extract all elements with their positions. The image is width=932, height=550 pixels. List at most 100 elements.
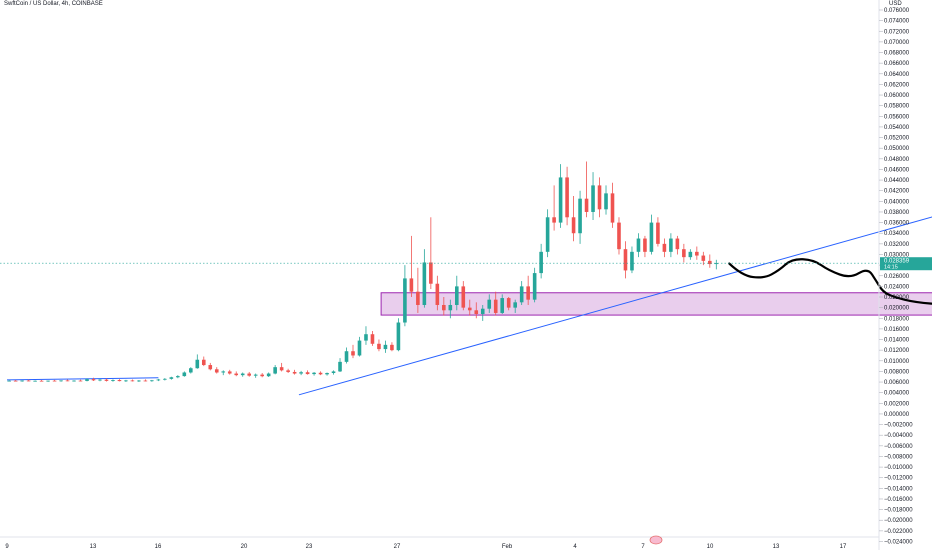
candle-body	[85, 379, 89, 381]
candle-body	[480, 308, 485, 315]
time-axis[interactable]: 9 13 16 20 23 27 Feb 4 7 10 13 17	[5, 544, 847, 550]
candle	[344, 347, 349, 364]
logo-badge-icon	[649, 535, 663, 545]
candle	[234, 371, 239, 377]
candle-body	[545, 217, 550, 252]
candle-body	[130, 380, 135, 382]
candle-body	[351, 351, 355, 356]
candle-body	[455, 286, 459, 305]
candle	[169, 376, 174, 380]
y-tick-label: −0.008000	[884, 454, 913, 460]
candle	[338, 358, 342, 372]
candle	[617, 217, 621, 255]
candle-body	[539, 251, 543, 274]
candle-body	[383, 344, 388, 350]
y-tick-label: 0.042000	[884, 189, 910, 195]
candle	[377, 339, 381, 352]
price-tag-value: 0.028359	[884, 259, 910, 265]
candle-body	[111, 380, 115, 381]
flat-trendline[interactable]	[6, 377, 159, 381]
candle	[150, 379, 154, 382]
candle	[526, 275, 530, 305]
candle-body	[532, 273, 537, 300]
candle-body	[59, 380, 63, 382]
candle-body	[318, 372, 323, 375]
candle-body	[487, 299, 492, 309]
candle	[208, 362, 213, 371]
candle-body	[143, 380, 148, 382]
candle-body	[623, 249, 628, 271]
candle	[221, 370, 226, 376]
candle-body	[701, 255, 706, 261]
candle	[669, 233, 673, 258]
y-tick-label: −0.020000	[884, 518, 913, 524]
candle-body	[234, 373, 239, 376]
candle	[442, 297, 446, 316]
chart-header-title: SwftCoin / US Dollar, 4h, COINBASE	[4, 1, 103, 7]
candle	[714, 259, 719, 270]
y-tick-label: 0.002000	[884, 401, 910, 407]
y-tick-label: 0.004000	[884, 391, 910, 397]
candle-body	[429, 262, 433, 284]
support-zone-rect[interactable]	[380, 292, 932, 316]
y-tick-label: −0.022000	[884, 529, 913, 535]
candle	[610, 182, 615, 228]
candle	[649, 214, 654, 255]
candle	[455, 275, 459, 311]
ascending-trendline[interactable]	[298, 186, 932, 396]
x-tick-label: 20	[241, 544, 248, 550]
candle	[532, 267, 537, 303]
candle-body	[506, 298, 511, 308]
candle	[695, 246, 699, 260]
price-tag-countdown: 14:15	[884, 265, 898, 271]
candle-body	[195, 359, 200, 369]
candle-body	[266, 373, 271, 377]
candle-body	[253, 374, 258, 376]
trendline-layer	[6, 186, 932, 396]
candle-body	[448, 304, 453, 311]
candle	[662, 238, 667, 258]
candle-body	[273, 367, 277, 374]
candle	[227, 369, 232, 375]
x-tick-label: 7	[641, 544, 645, 550]
price-axis[interactable]: 0.076000 0.074000 0.072000 0.070000 0.068000…	[879, 8, 913, 546]
candle-body	[656, 222, 660, 244]
candle-body	[643, 238, 647, 252]
candle-body	[52, 380, 57, 382]
projection-drawing[interactable]	[728, 84, 932, 305]
candle	[253, 373, 258, 378]
candle-body	[519, 286, 524, 303]
y-tick-label: −0.006000	[884, 444, 913, 450]
candle-body	[117, 380, 122, 382]
candle-body	[584, 198, 589, 212]
candle	[701, 251, 706, 266]
candle	[214, 367, 219, 374]
candle	[266, 372, 271, 378]
candle	[33, 380, 37, 382]
candle	[708, 254, 712, 268]
candles-layer	[7, 161, 719, 383]
candle-body	[279, 367, 284, 371]
candle	[286, 368, 290, 374]
candle	[519, 281, 524, 305]
y-tick-label: 0.024000	[884, 284, 910, 290]
candle-body	[124, 380, 128, 382]
candle	[351, 344, 355, 359]
candle	[604, 185, 608, 215]
candle-body	[227, 371, 232, 374]
x-tick-label: 13	[773, 544, 780, 550]
candle-body	[442, 304, 446, 311]
y-tick-label: 0.076000	[884, 8, 910, 14]
candle-body	[662, 243, 667, 252]
candle	[480, 304, 485, 321]
candle-body	[571, 217, 576, 234]
candle	[182, 371, 187, 377]
candle-body	[39, 380, 44, 382]
y-tick-label: −0.004000	[884, 433, 913, 439]
candle-body	[98, 379, 102, 381]
candle-body	[610, 193, 615, 223]
candle-body	[493, 299, 498, 313]
price-tag-box	[880, 257, 932, 271]
candle	[85, 378, 89, 382]
